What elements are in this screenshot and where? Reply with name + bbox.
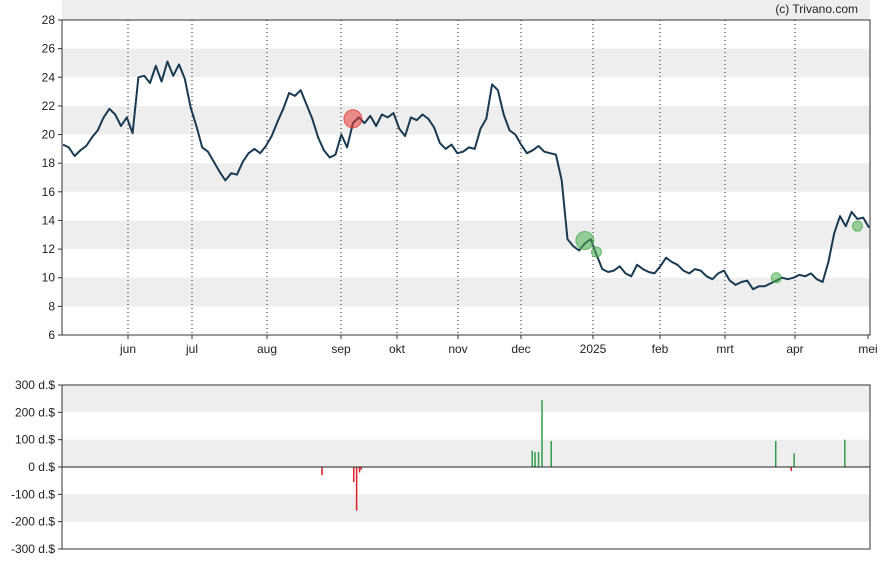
buy-marker (575, 231, 595, 250)
price-y-tick-label: 10 (42, 271, 56, 285)
price-x-tick-label: dec (511, 342, 530, 356)
buy-volume-bar (531, 450, 533, 467)
price-band (62, 0, 870, 20)
price-panel-y-tick-labels: 6 8 10 12 14 16 18 20 22 24 26 28 (42, 13, 62, 342)
volume-y-tick-label: 0 d.$ (28, 460, 55, 474)
price-y-tick-label: 26 (42, 42, 56, 56)
price-band (62, 105, 870, 135)
buy-marker (770, 272, 782, 284)
buy-marker (851, 220, 863, 232)
volume-band (62, 439, 870, 467)
volume-y-tick-label: -100 d.$ (11, 487, 55, 501)
price-y-tick-label: 6 (48, 328, 55, 342)
buy-volume-bar (793, 453, 795, 467)
price-x-tick-label: aug (257, 342, 277, 356)
price-x-tick-label: jul (185, 342, 198, 356)
buy-volume-bar (537, 451, 540, 467)
sell-volume-bar (321, 467, 323, 476)
trade-markers (343, 109, 863, 284)
price-y-tick-label: 20 (42, 128, 56, 142)
sell-volume-bar (790, 467, 793, 472)
volume-y-tick-label: -300 d.$ (11, 542, 55, 556)
sell-marker (343, 109, 363, 129)
price-panel-vertical-grid (127, 20, 796, 335)
volume-y-tick-label: -200 d.$ (11, 515, 55, 529)
volume-band (62, 494, 870, 522)
price-y-tick-label: 24 (42, 70, 56, 84)
volume-y-tick-label: 200 d.$ (15, 405, 55, 419)
buy-volume-bar (541, 400, 543, 467)
price-y-tick-label: 8 (48, 299, 55, 313)
price-line-group (62, 60, 870, 291)
price-band (62, 163, 870, 192)
price-x-tick-label: okt (389, 342, 406, 356)
sell-volume-bar (355, 467, 358, 511)
volume-bars (321, 400, 846, 511)
sell-volume-bar (352, 467, 355, 483)
price-band (62, 277, 870, 307)
price-panel-bands (62, 0, 870, 307)
price-x-tick-label: nov (448, 342, 467, 356)
price-panel-x-tick-labels: jun jul aug sep okt nov dec 2025 feb mrt apr mei (119, 335, 878, 356)
volume-y-tick-label: 300 d.$ (15, 378, 55, 392)
price-x-tick-label: apr (786, 342, 803, 356)
price-line (62, 60, 870, 291)
price-band (62, 220, 870, 250)
volume-panel-frame (61, 384, 871, 550)
price-panel-frame (61, 19, 871, 336)
chart-credit: (c) Trivano.com (775, 2, 858, 16)
sell-volume-bar (358, 467, 361, 473)
volume-y-tick-label: 100 d.$ (15, 433, 55, 447)
volume-panel-bands (62, 385, 870, 522)
buy-volume-bar (550, 441, 552, 467)
price-y-tick-label: 18 (42, 156, 56, 170)
price-x-tick-label: mrt (716, 342, 734, 356)
volume-panel-y-tick-labels: -300 d.$ -200 d.$ -100 d.$ 0 d.$ 100 d.$ 200 … (11, 378, 62, 556)
price-x-tick-label: jun (119, 342, 136, 356)
price-band (62, 48, 870, 78)
price-y-tick-label: 14 (42, 213, 56, 227)
sell-volume-bar (360, 467, 362, 470)
price-y-tick-label: 22 (42, 99, 56, 113)
price-y-tick-label: 12 (42, 242, 56, 256)
buy-volume-bar (534, 451, 536, 467)
volume-band (62, 385, 870, 413)
buy-volume-bar (774, 441, 777, 467)
price-y-tick-label: 28 (42, 13, 56, 27)
price-y-tick-label: 16 (42, 185, 56, 199)
price-x-tick-label: 2025 (580, 342, 607, 356)
price-x-tick-label: feb (652, 342, 669, 356)
price-x-tick-label: sep (331, 342, 351, 356)
price-x-tick-label: mei (858, 342, 877, 356)
buy-marker (590, 246, 602, 258)
buy-volume-bar (844, 439, 846, 467)
